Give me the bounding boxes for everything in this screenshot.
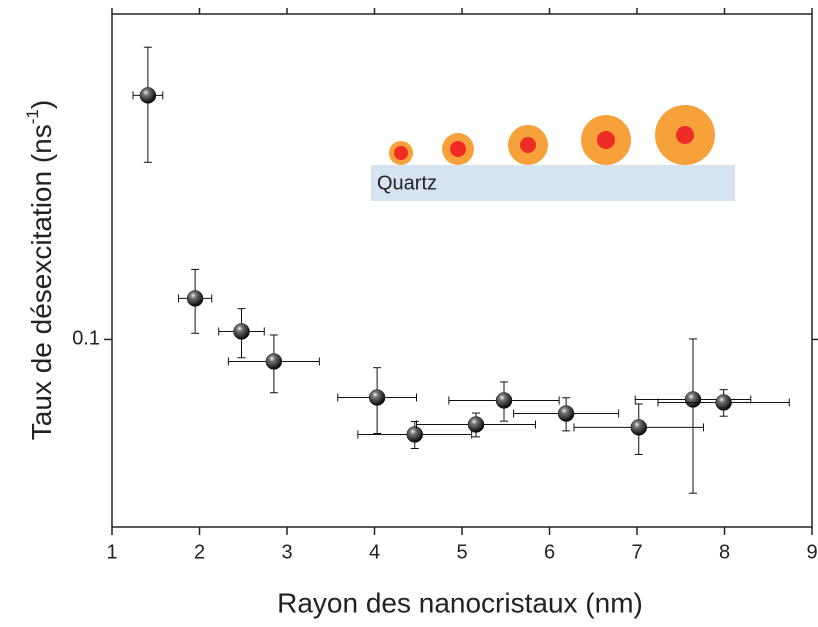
- y-axis-title-sup: -1: [23, 109, 42, 124]
- inset-core: [394, 146, 408, 160]
- point: [406, 426, 423, 443]
- inset: Quartz: [371, 105, 735, 201]
- x-tick-label: 7: [631, 541, 642, 563]
- point: [630, 419, 647, 436]
- inset-core: [597, 131, 615, 149]
- x-tick-label: 9: [806, 541, 817, 563]
- y-axis-title-text: Taux de désexcitation (ns: [26, 124, 57, 440]
- x-axis-title: Rayon des nanocristaux (nm): [277, 587, 643, 618]
- point: [684, 391, 702, 408]
- inset-core: [450, 141, 466, 157]
- x-tick-label: 6: [544, 541, 555, 563]
- point: [557, 405, 575, 422]
- point: [186, 290, 204, 307]
- x-tick-label: 2: [194, 541, 205, 563]
- point: [495, 392, 513, 409]
- inset-core: [520, 137, 536, 153]
- plot-frame: [111, 13, 813, 528]
- point: [139, 87, 157, 104]
- point: [233, 323, 250, 340]
- x-tick-label: 8: [719, 541, 730, 563]
- point: [715, 394, 732, 411]
- y-axis-title-end: ): [26, 100, 57, 109]
- x-tick-label: 5: [456, 541, 467, 563]
- quartz-substrate: [371, 165, 735, 201]
- inset-core: [676, 126, 694, 144]
- x-tick-label: 4: [369, 541, 380, 563]
- point: [467, 416, 485, 433]
- x-tick-label: 3: [281, 541, 292, 563]
- x-tick-label: 1: [106, 541, 117, 563]
- y-tick-label: 0.1: [72, 328, 100, 350]
- y-axis-title: Taux de désexcitation (ns-1): [23, 100, 57, 440]
- point: [368, 389, 386, 406]
- annotation: Quartz: [377, 172, 437, 194]
- point: [265, 353, 283, 370]
